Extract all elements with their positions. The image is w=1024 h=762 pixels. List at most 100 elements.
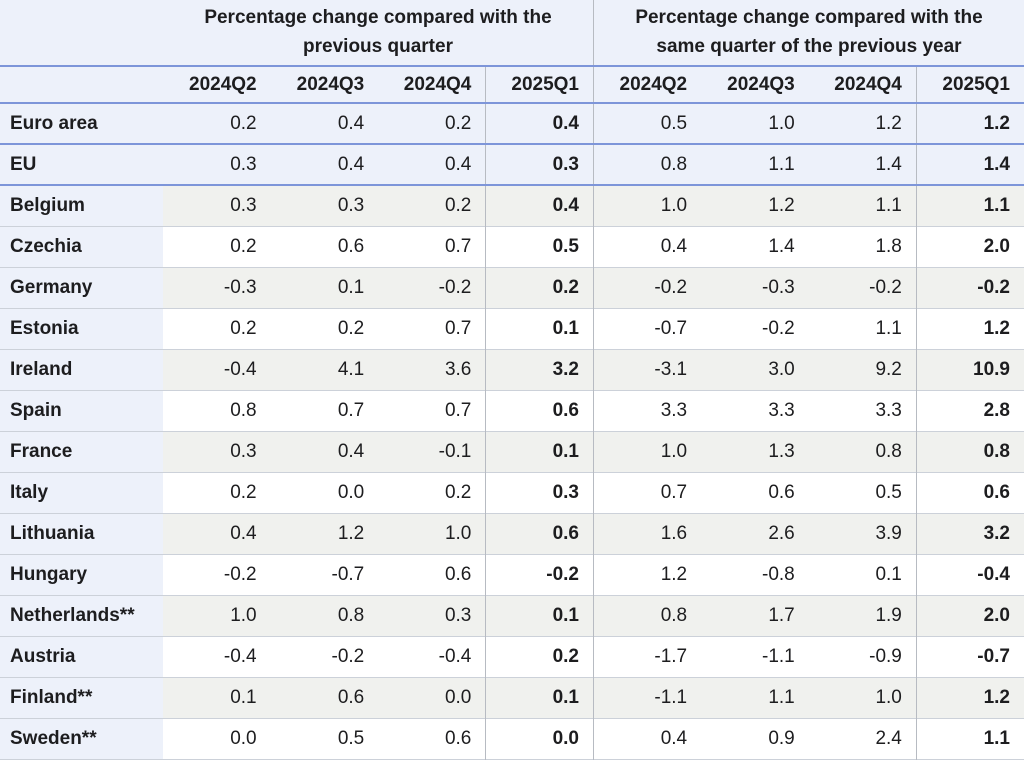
value-cell-yoy-2024Q2: 0.8 — [593, 144, 702, 185]
value-cell-yoy-2024Q3: 3.0 — [768, 358, 795, 380]
value-cell-yoy-2024Q3: -0.2 — [762, 317, 795, 339]
value-cell-yoy-2024Q4: 2.4 — [875, 727, 902, 749]
value-cell-qoq-2024Q3: 0.4 — [337, 153, 365, 175]
row-label: Hungary — [0, 554, 163, 595]
value-cell-yoy-2024Q3: 1.1 — [768, 153, 795, 175]
value-cell-qoq-2024Q2: 0.3 — [230, 194, 257, 216]
value-cell-qoq-2024Q3: 0.4 — [337, 440, 365, 462]
row-label: France — [0, 431, 163, 472]
value-cell-qoq-2024Q4: 0.2 — [444, 112, 472, 134]
value-cell-yoy-2024Q2: -1.7 — [593, 636, 702, 677]
value-cell-yoy-2024Q2: 1.6 — [593, 513, 702, 554]
value-cell-yoy-2025Q1: 1.1 — [915, 185, 1024, 226]
value-cell-yoy-2024Q2: 1.0 — [593, 431, 702, 472]
value-cell-yoy-2024Q2: -0.2 — [593, 267, 702, 308]
value-cell-yoy-2025Q1: -0.2 — [915, 267, 1024, 308]
column-header-yoy-2025Q1: 2025Q1 — [915, 66, 1024, 103]
value-cell-qoq-2024Q3: -0.7 — [331, 563, 365, 585]
corner-cell — [0, 0, 163, 66]
value-cell-qoq-2025Q1: 0.2 — [485, 267, 594, 308]
value-cell-yoy-2024Q4: 3.3 — [875, 399, 902, 421]
value-cell-yoy-2025Q1: 0.6 — [915, 472, 1024, 513]
row-label: Lithuania — [0, 513, 163, 554]
value-cell-yoy-2024Q2: -0.7 — [593, 308, 702, 349]
value-cell-yoy-2024Q3: 1.7 — [768, 604, 795, 626]
value-cell-yoy-2025Q1: 10.9 — [915, 349, 1024, 390]
value-cell-qoq-2024Q2: 0.2 — [230, 317, 257, 339]
row-label: Finland** — [0, 677, 163, 718]
value-cell-yoy-2024Q3: -1.1 — [762, 645, 795, 667]
row-label: Austria — [0, 636, 163, 677]
value-cell-yoy-2024Q4: 1.4 — [875, 153, 902, 175]
value-cell-yoy-2025Q1: 1.1 — [915, 718, 1024, 759]
row-label: Italy — [0, 472, 163, 513]
value-cell-yoy-2025Q1: 1.4 — [915, 144, 1024, 185]
value-cell-yoy-2024Q2: 1.0 — [593, 185, 702, 226]
value-cell-qoq-2024Q3: 0.4 — [337, 112, 365, 134]
value-cell-yoy-2024Q4: 1.8 — [875, 235, 902, 257]
value-cell-qoq-2024Q2: 0.2 — [230, 112, 257, 134]
value-cell-qoq-2024Q4: -0.1 — [438, 440, 472, 462]
value-cell-qoq-2024Q2: -0.3 — [223, 276, 257, 298]
value-cell-qoq-2024Q2: 0.2 — [230, 235, 257, 257]
value-cell-qoq-2024Q3: -0.2 — [331, 645, 365, 667]
value-cell-qoq-2024Q2: 1.0 — [230, 604, 257, 626]
value-cell-yoy-2024Q4: 0.1 — [875, 563, 902, 585]
table-row-austria: Austria -0.4 -0.2 -0.4 0.2 -1.7 -1.1 -0.9 -0.7 — [0, 636, 1024, 677]
row-label: Spain — [0, 390, 163, 431]
group-header-previous-year: Percentage change compared with the same… — [593, 0, 1024, 66]
value-cell-qoq-2024Q2: 0.4 — [230, 522, 257, 544]
table-row-czechia: Czechia 0.2 0.6 0.7 0.5 0.4 1.4 1.8 2.0 — [0, 226, 1024, 267]
value-cell-yoy-2024Q3: -0.3 — [762, 276, 795, 298]
value-cell-qoq-2025Q1: 0.1 — [485, 308, 594, 349]
value-cell-yoy-2025Q1: 1.2 — [915, 103, 1024, 144]
table-row-estonia: Estonia 0.2 0.2 0.7 0.1 -0.7 -0.2 1.1 1.2 — [0, 308, 1024, 349]
value-cell-yoy-2024Q3: 1.3 — [768, 440, 795, 462]
value-cell-qoq-2024Q2: 0.8 — [230, 399, 257, 421]
row-label: Estonia — [0, 308, 163, 349]
value-cell-yoy-2024Q4: 0.8 — [875, 440, 902, 462]
value-cell-yoy-2024Q2: 0.4 — [593, 226, 702, 267]
table-row-lithuania: Lithuania 0.4 1.2 1.0 0.6 1.6 2.6 3.9 3.2 — [0, 513, 1024, 554]
value-cell-qoq-2024Q3: 0.7 — [337, 399, 365, 421]
value-cell-yoy-2024Q4: 1.9 — [875, 604, 902, 626]
column-header-qoq-2024Q3: 2024Q3 — [296, 73, 365, 95]
value-cell-qoq-2024Q4: -0.4 — [438, 645, 472, 667]
row-label: Netherlands** — [0, 595, 163, 636]
value-cell-qoq-2024Q3: 4.1 — [337, 358, 365, 380]
value-cell-qoq-2024Q3: 0.6 — [337, 235, 365, 257]
row-label: Ireland — [0, 349, 163, 390]
row-label: Czechia — [0, 226, 163, 267]
table-row-ireland: Ireland -0.4 4.1 3.6 3.2 -3.1 3.0 9.2 10.9 — [0, 349, 1024, 390]
row-label: Euro area — [10, 112, 98, 134]
column-header-qoq-2024Q2: 2024Q2 — [189, 73, 257, 95]
table-row-netherlands: Netherlands** 1.0 0.8 0.3 0.1 0.8 1.7 1.9 2.0 — [0, 595, 1024, 636]
value-cell-yoy-2024Q2: 1.2 — [593, 554, 702, 595]
value-cell-qoq-2024Q3: 0.0 — [337, 481, 365, 503]
table-body: Euro area 0.2 0.4 0.2 0.4 0.5 1.0 1.2 1.2 EU 0.3 0.… — [0, 103, 1024, 759]
value-cell-yoy-2024Q3: 2.6 — [768, 522, 795, 544]
value-cell-yoy-2024Q4: 1.2 — [875, 112, 902, 134]
value-cell-qoq-2024Q4: 3.6 — [444, 358, 472, 380]
value-cell-yoy-2024Q2: 3.3 — [593, 390, 702, 431]
value-cell-qoq-2025Q1: 0.3 — [485, 144, 594, 185]
value-cell-qoq-2025Q1: 0.1 — [485, 595, 594, 636]
table-header: Percentage change compared with the prev… — [0, 0, 1024, 103]
table-row-france: France 0.3 0.4 -0.1 0.1 1.0 1.3 0.8 0.8 — [0, 431, 1024, 472]
value-cell-yoy-2024Q2: -1.1 — [593, 677, 702, 718]
value-cell-qoq-2024Q4: 0.7 — [444, 399, 472, 421]
value-cell-qoq-2024Q3: 0.8 — [337, 604, 365, 626]
value-cell-qoq-2025Q1: 0.6 — [485, 513, 594, 554]
value-cell-qoq-2024Q4: 1.0 — [444, 522, 472, 544]
value-cell-yoy-2024Q4: -0.9 — [869, 645, 902, 667]
value-cell-yoy-2024Q3: 0.6 — [768, 481, 795, 503]
value-cell-qoq-2024Q2: -0.2 — [223, 563, 257, 585]
value-cell-qoq-2024Q4: 0.0 — [444, 686, 472, 708]
value-cell-qoq-2025Q1: 0.0 — [485, 718, 594, 759]
value-cell-yoy-2024Q2: -3.1 — [593, 349, 702, 390]
table-row-germany: Germany -0.3 0.1 -0.2 0.2 -0.2 -0.3 -0.2 -0.2 — [0, 267, 1024, 308]
table-row-eu: EU 0.3 0.4 0.4 0.3 0.8 1.1 1.4 1.4 — [0, 144, 1024, 185]
value-cell-qoq-2024Q2: -0.4 — [223, 358, 257, 380]
value-cell-yoy-2025Q1: 0.8 — [915, 431, 1024, 472]
